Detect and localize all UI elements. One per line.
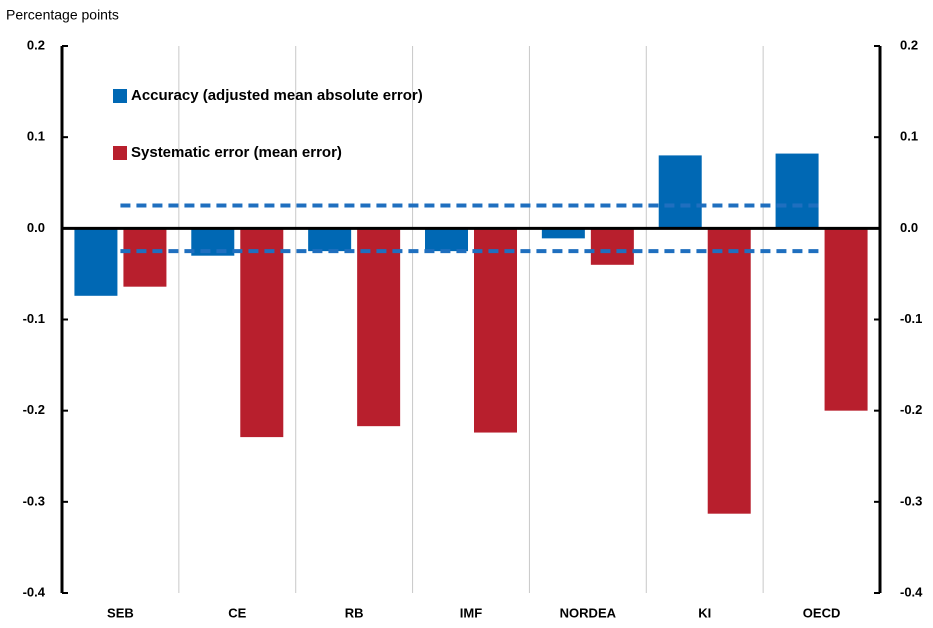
bar bbox=[123, 228, 167, 287]
bar bbox=[824, 228, 868, 411]
y-tick-label: -0.2 bbox=[23, 402, 45, 417]
bar bbox=[240, 228, 284, 438]
bar bbox=[74, 228, 118, 296]
legend-label: Systematic error (mean error) bbox=[131, 144, 342, 161]
bar bbox=[658, 155, 702, 229]
y-tick-label: 0.0 bbox=[27, 220, 45, 235]
bar bbox=[541, 228, 585, 239]
legend-swatch bbox=[113, 89, 127, 103]
y-tick-label: 0.1 bbox=[27, 129, 45, 144]
y2-tick-label: -0.3 bbox=[900, 493, 922, 508]
bar bbox=[191, 228, 235, 256]
y2-tick-label: 0.0 bbox=[900, 220, 918, 235]
bar bbox=[308, 228, 352, 252]
x-tick-label: IMF bbox=[460, 605, 482, 620]
y-tick-label: 0.2 bbox=[27, 37, 45, 52]
legend-label: Accuracy (adjusted mean absolute error) bbox=[131, 87, 423, 104]
bar bbox=[707, 228, 751, 514]
x-tick-label: OECD bbox=[803, 605, 841, 620]
legend-swatch bbox=[113, 146, 127, 160]
bar bbox=[357, 228, 401, 427]
bar bbox=[425, 228, 468, 252]
x-tick-label: RB bbox=[345, 605, 364, 620]
bar bbox=[590, 228, 634, 265]
y-axis-label: Percentage points bbox=[6, 7, 119, 23]
x-tick-label: SEB bbox=[107, 605, 134, 620]
x-tick-label: CE bbox=[228, 605, 246, 620]
y-tick-label: -0.1 bbox=[23, 311, 45, 326]
y2-tick-label: 0.1 bbox=[900, 129, 918, 144]
y2-tick-label: -0.1 bbox=[900, 311, 922, 326]
x-tick-label: KI bbox=[698, 605, 711, 620]
y2-tick-label: 0.2 bbox=[900, 37, 918, 52]
x-tick-label: NORDEA bbox=[560, 605, 617, 620]
bar bbox=[474, 228, 517, 433]
y-tick-label: -0.4 bbox=[23, 584, 46, 599]
y2-tick-label: -0.2 bbox=[900, 402, 922, 417]
y-tick-label: -0.3 bbox=[23, 493, 45, 508]
y2-tick-label: -0.4 bbox=[900, 584, 923, 599]
bar bbox=[775, 153, 819, 229]
